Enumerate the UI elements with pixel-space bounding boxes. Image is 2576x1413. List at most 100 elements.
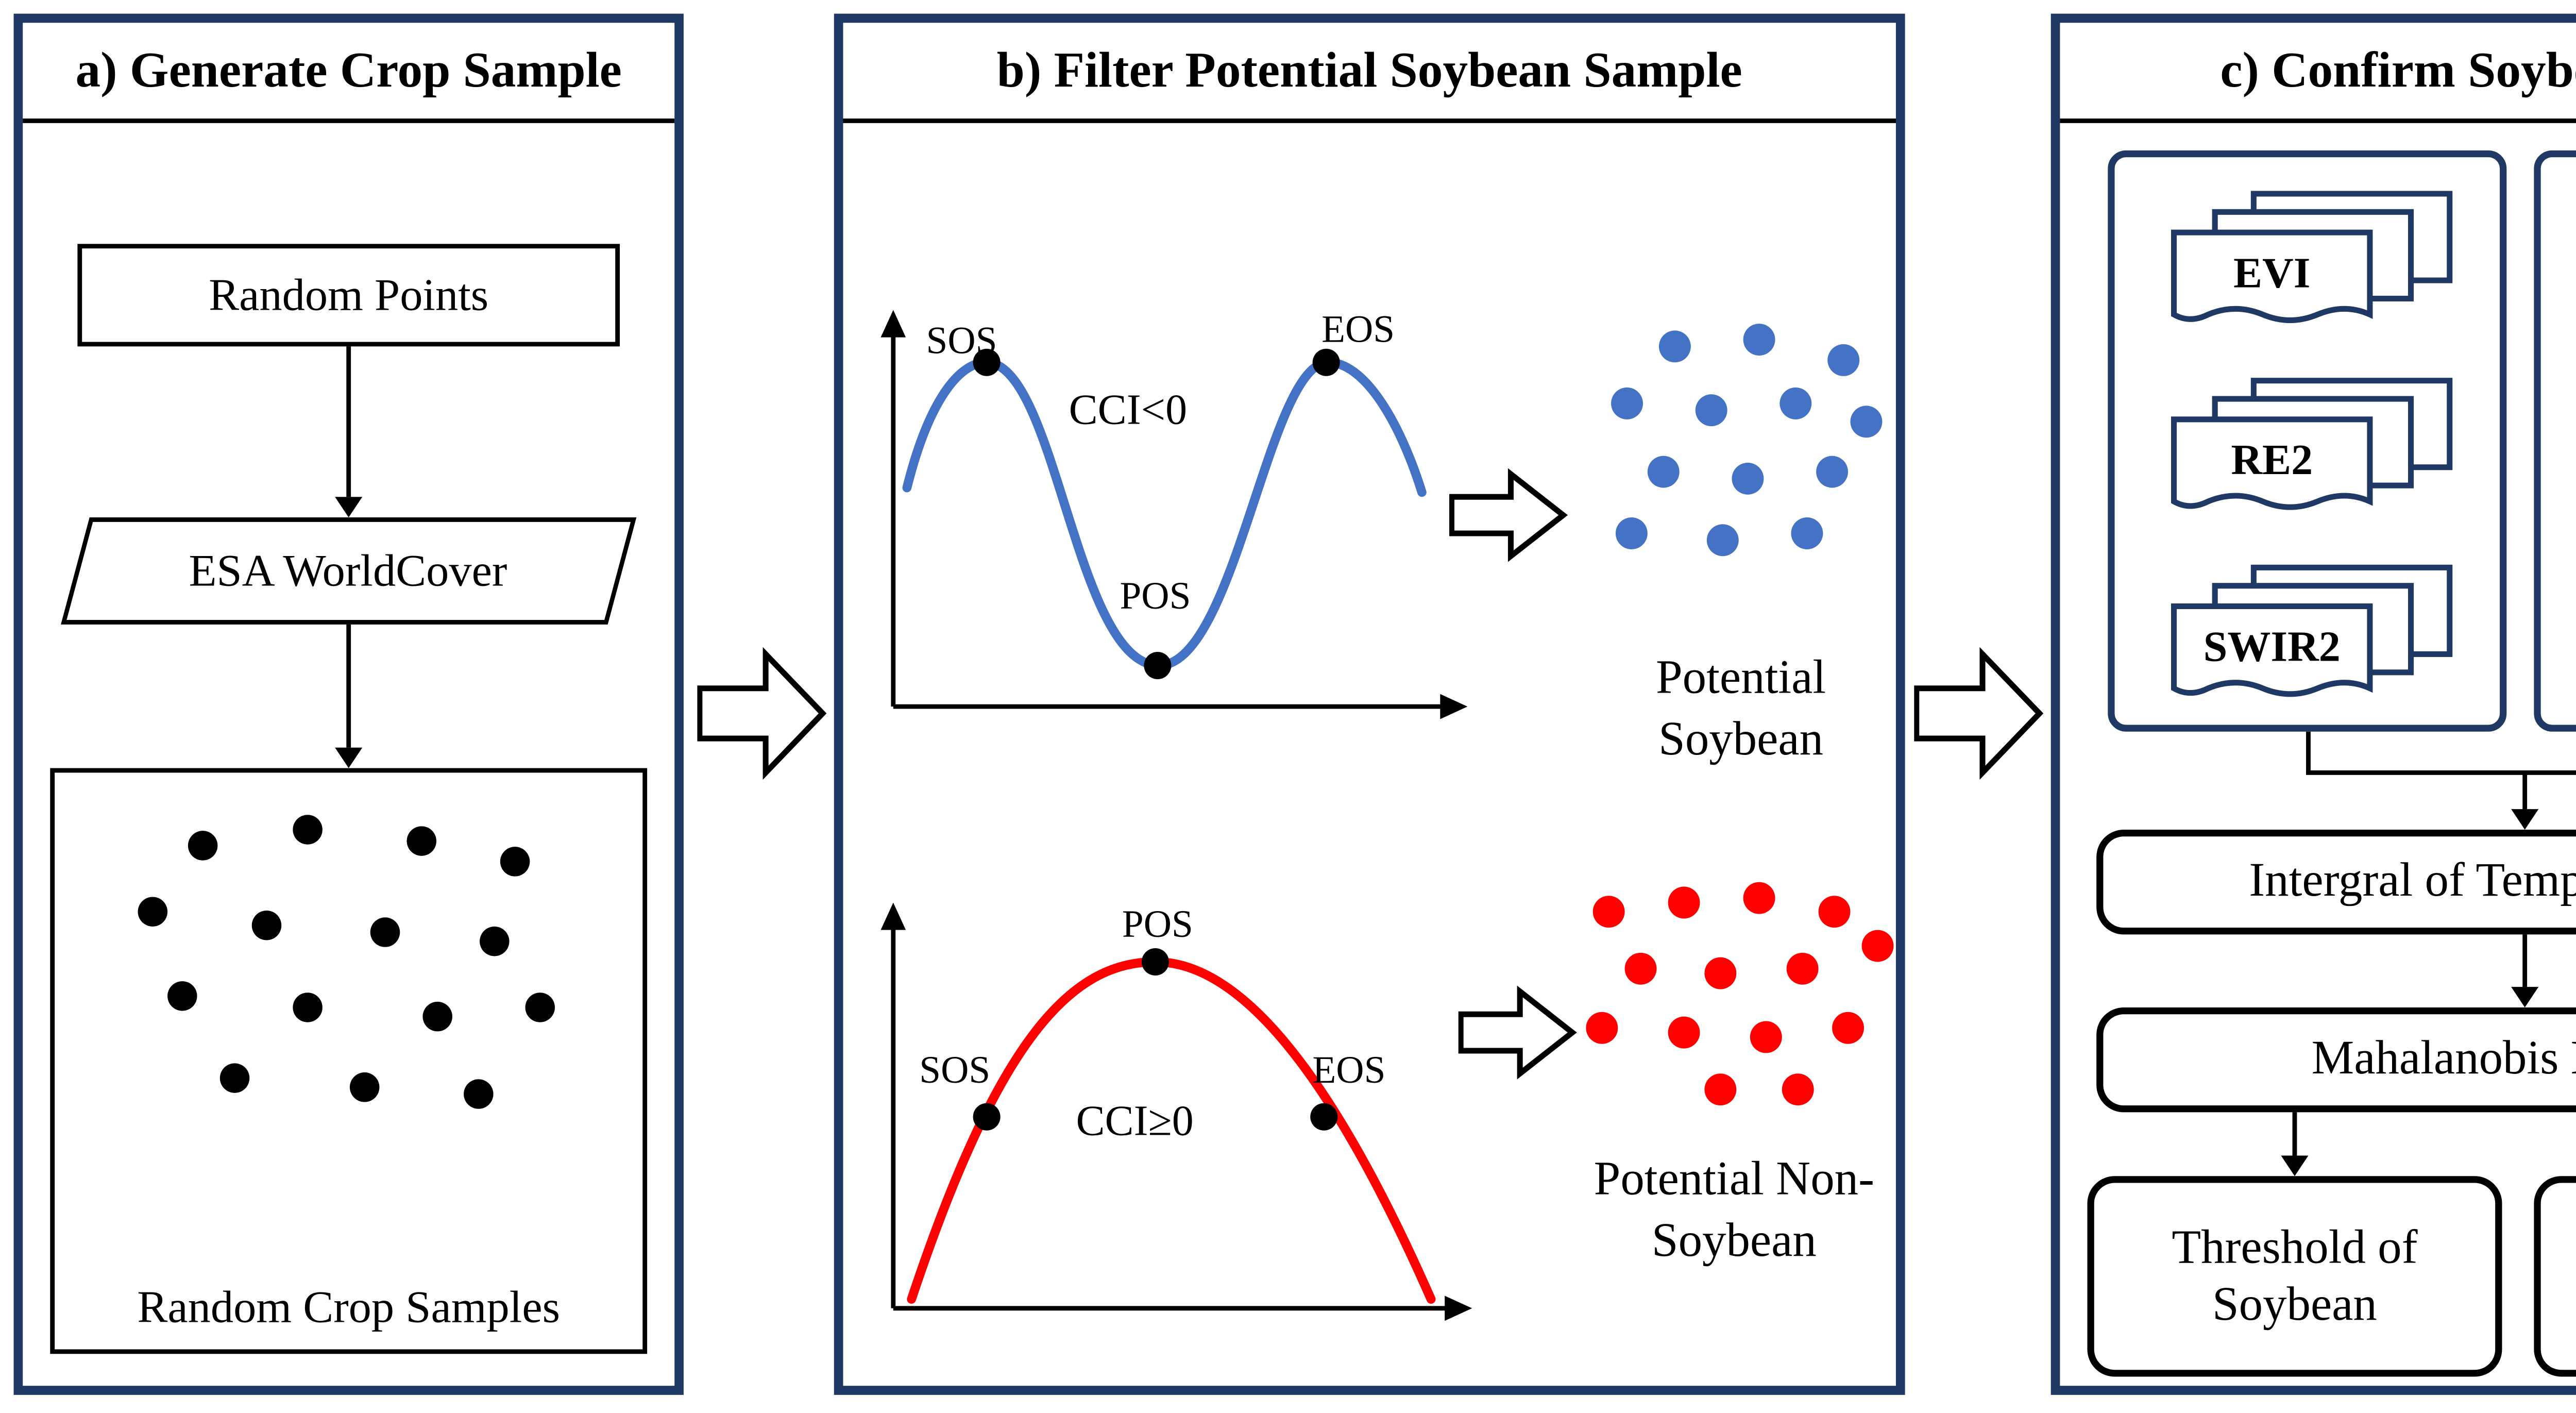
- sample-dot: [1616, 518, 1649, 550]
- arrow-to-potential-non-soybean-icon: [1458, 985, 1577, 1080]
- sample-dot: [406, 826, 436, 856]
- connector-joining-line: [2306, 770, 2576, 775]
- panel-a-title: a) Generate Crop Sample: [23, 23, 675, 123]
- sample-dot: [1831, 1012, 1863, 1045]
- panel-a-body: Random Points ESA WorldCover Random Crop…: [23, 123, 674, 1386]
- sample-dot: [1707, 524, 1739, 556]
- arrow-integral-to-mahalanobis: [2511, 934, 2539, 1007]
- sample-dot: [1862, 929, 1895, 961]
- sample-dot: [1787, 952, 1820, 984]
- sample-dot: [292, 993, 323, 1022]
- integral-label: Intergral of Temporal Profile: [2249, 853, 2576, 909]
- panel-b-title: b) Filter Potential Soybean Sample: [843, 23, 1896, 123]
- sample-dot: [1668, 887, 1700, 919]
- cci-condition-top: CCI<0: [1069, 387, 1188, 435]
- sample-dot: [1827, 343, 1859, 375]
- eos-label-top: EOS: [1321, 308, 1395, 351]
- sample-dot: [219, 1063, 250, 1093]
- document-stack-icon: [2171, 191, 2453, 323]
- sample-dot: [1781, 1073, 1813, 1105]
- sample-dot: [1851, 405, 1884, 438]
- threshold-soybean-box: Threshold of Soybean: [2087, 1176, 2502, 1377]
- arrow-worldcover-to-samples: [335, 624, 363, 768]
- sample-dot: [292, 814, 323, 844]
- esa-worldcover-label: ESA WorldCover: [189, 546, 508, 596]
- integral-box: Intergral of Temporal Profile: [2096, 829, 2576, 935]
- threshold-non-soybean-label: Threshold of Non-Soybean: [2573, 1219, 2576, 1334]
- sample-dot: [421, 1001, 452, 1031]
- sample-dot: [1705, 956, 1738, 989]
- potential-non-soybean-dot-cluster: [1577, 882, 1895, 1117]
- potential-non-soybean-label: Potential Non-Soybean: [1594, 1151, 1875, 1268]
- sample-dot: [1586, 1012, 1618, 1045]
- panel-c-title: c) Confirm Soybean Sample: [2060, 23, 2576, 123]
- evi-label: EVI: [2233, 249, 2311, 298]
- cci-condition-bottom: CCI≥0: [1076, 1098, 1194, 1147]
- re2-label: RE2: [2231, 436, 2313, 484]
- non-soybean-cci-plot: [880, 902, 1472, 1321]
- sample-dot: [1815, 456, 1848, 488]
- panel-generate-crop-sample: a) Generate Crop Sample Random Points ES…: [13, 13, 684, 1395]
- esa-worldcover-parallelogram: ESA WorldCover: [61, 517, 637, 625]
- sample-dot: [137, 897, 167, 927]
- eos-label-bottom: EOS: [1312, 1048, 1386, 1092]
- arrow-to-threshold-soybean: [2281, 1112, 2309, 1176]
- threshold-soybean-label: Threshold of Soybean: [2172, 1219, 2418, 1332]
- sample-dot: [1819, 896, 1851, 929]
- pos-label-top: POS: [1120, 574, 1191, 618]
- doc-swir2: SWIR2: [2167, 563, 2459, 699]
- random-points-box: Random Points: [77, 244, 620, 347]
- sample-dot: [1611, 388, 1643, 420]
- doc-evi: EVI: [2167, 189, 2459, 326]
- sample-dot: [251, 910, 281, 939]
- sample-dot: [1743, 322, 1775, 355]
- document-stack-icon: [2171, 378, 2453, 510]
- panel-filter-potential-soybean: b) Filter Potential Soybean Sample SOS E…: [834, 13, 1905, 1395]
- sample-dot: [168, 980, 198, 1010]
- sample-dot: [1731, 462, 1763, 494]
- panel-confirm-soybean-sample: c) Confirm Soybean Sample EVI: [2050, 13, 2576, 1395]
- sample-dot: [370, 918, 400, 948]
- mahalanobis-box: Mahalanobis Distance: [2096, 1007, 2576, 1113]
- sample-dot: [189, 830, 219, 861]
- mahalanobis-label: Mahalanobis Distance: [2311, 1031, 2576, 1086]
- sample-dot: [1592, 896, 1624, 929]
- doc-re2: RE2: [2167, 376, 2459, 513]
- sample-dot: [525, 993, 555, 1022]
- panel-b-body: SOS EOS POS CCI<0 Potential Soybean SOS: [843, 123, 1896, 1386]
- sample-dot: [1779, 388, 1811, 420]
- sample-dot: [499, 847, 529, 877]
- potential-soybean-label: Potential Soybean: [1656, 649, 1826, 767]
- random-crop-dot-cluster: [90, 796, 607, 1211]
- sample-dot: [349, 1071, 379, 1101]
- arrow-indices-to-integral: [2511, 772, 2539, 830]
- sample-dot: [1694, 393, 1727, 426]
- sample-dot: [1743, 882, 1775, 915]
- arrow-points-to-worldcover: [335, 346, 363, 518]
- threshold-non-soybean-box: Threshold of Non-Soybean: [2534, 1176, 2576, 1377]
- panel-c-body: EVI RE2 SWIR2: [2060, 123, 2576, 1386]
- sample-dot: [479, 926, 509, 956]
- sample-dot: [1623, 952, 1656, 984]
- swir2-label: SWIR2: [2203, 623, 2341, 671]
- sample-dot: [1749, 1021, 1782, 1054]
- flow-arrow-a-to-b-icon: [697, 647, 827, 780]
- sample-dot: [1705, 1073, 1738, 1105]
- sos-label-bottom: SOS: [919, 1048, 991, 1092]
- sample-dot: [1647, 456, 1679, 488]
- arrow-to-potential-soybean-icon: [1449, 468, 1568, 562]
- index-group-left: EVI RE2 SWIR2: [2108, 150, 2507, 732]
- soybean-cci-plot: [880, 310, 1468, 719]
- sos-label-top: SOS: [926, 319, 997, 363]
- flow-arrow-b-to-c-icon: [1914, 647, 2044, 780]
- random-crop-samples-box: Random Crop Samples: [50, 768, 648, 1354]
- pos-label-bottom: POS: [1122, 902, 1193, 946]
- sample-dot: [463, 1080, 493, 1109]
- potential-soybean-dot-cluster: [1590, 322, 1891, 620]
- sample-dot: [1791, 518, 1823, 550]
- index-group-right: LSWI RENDVI REPI: [2534, 150, 2576, 732]
- sample-dot: [1668, 1017, 1700, 1049]
- document-stack-icon: [2171, 564, 2453, 697]
